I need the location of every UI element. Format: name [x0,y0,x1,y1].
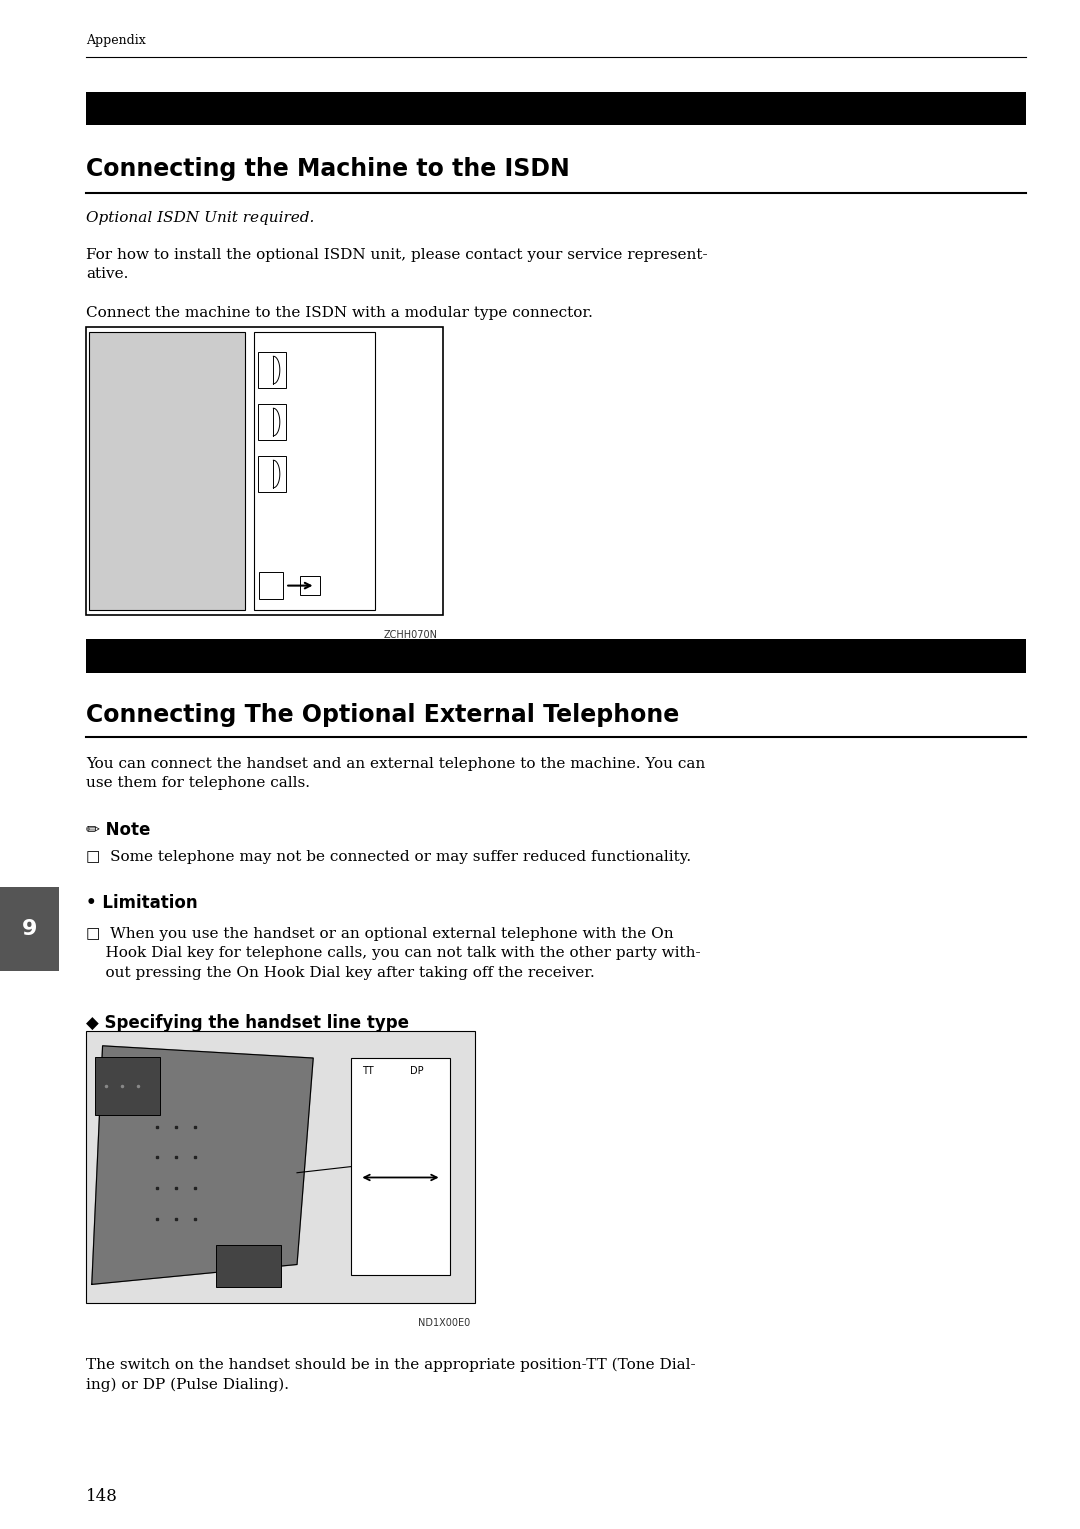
Bar [258,456,286,492]
Text: You can connect the handset and an external telephone to the machine. You can
us: You can connect the handset and an exter… [86,757,705,790]
Bar [259,572,283,599]
Bar [89,332,245,610]
Text: The switch on the handset should be in the appropriate position-TT (Tone Dial-
i: The switch on the handset should be in t… [86,1358,696,1393]
Text: □  Some telephone may not be connected or may suffer reduced functionality.: □ Some telephone may not be connected or… [86,850,691,864]
Text: Optional ISDN Unit required.: Optional ISDN Unit required. [86,211,314,225]
Text: • Limitation: • Limitation [86,894,198,913]
Text: ZCHH070N: ZCHH070N [383,630,437,641]
Text: Connecting The Optional External Telephone: Connecting The Optional External Telepho… [86,703,679,728]
Text: □  When you use the handset or an optional external telephone with the On
    Ho: □ When you use the handset or an optiona… [86,927,701,980]
Bar [86,639,1026,673]
Bar [254,332,375,610]
Text: Connect the machine to the ISDN with a modular type connector.: Connect the machine to the ISDN with a m… [86,306,593,320]
Polygon shape [92,1046,313,1284]
Bar [86,327,443,615]
Bar [86,1031,475,1303]
Text: ✏ Note: ✏ Note [86,821,151,839]
Text: ND1X00E0: ND1X00E0 [418,1318,470,1329]
Text: ◆ Specifying the handset line type: ◆ Specifying the handset line type [86,1014,409,1032]
Text: DP: DP [410,1066,423,1076]
Bar [95,1057,160,1115]
Text: For how to install the optional ISDN unit, please contact your service represent: For how to install the optional ISDN uni… [86,248,708,281]
Bar [86,92,1026,125]
Bar [0,887,59,971]
Bar [258,352,286,388]
Bar [216,1245,281,1287]
Text: 148: 148 [86,1488,119,1505]
Text: 9: 9 [22,919,38,939]
Bar [351,1058,450,1275]
Bar [300,576,320,595]
Text: Connecting the Machine to the ISDN: Connecting the Machine to the ISDN [86,157,570,182]
Text: Appendix: Appendix [86,34,146,47]
Text: TT: TT [362,1066,374,1076]
Bar [258,404,286,440]
